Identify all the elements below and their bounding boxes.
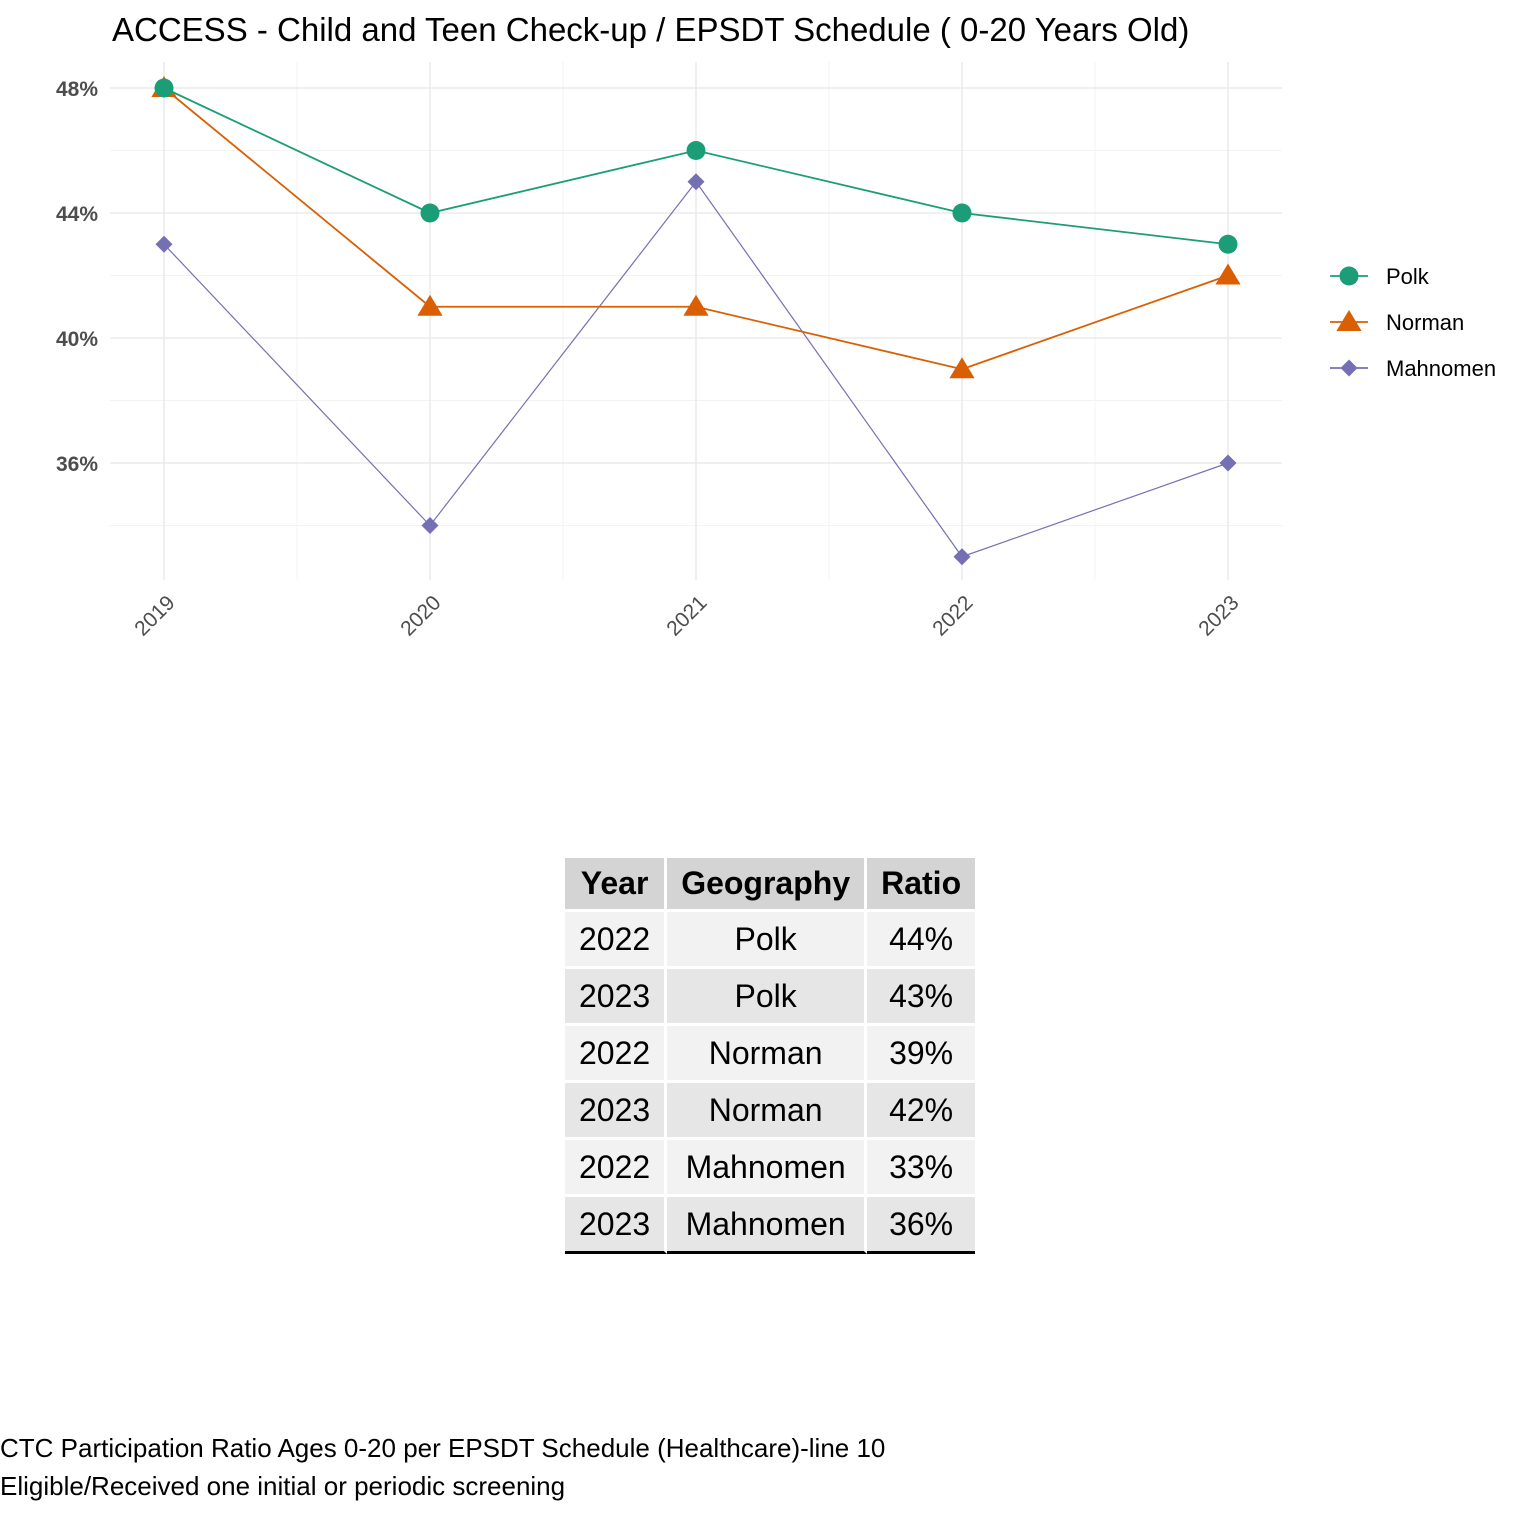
x-tick-label: 2022 xyxy=(928,591,977,640)
table-row: 2023 Norman 42% xyxy=(565,1083,976,1140)
chart-grid xyxy=(110,62,1282,580)
legend-label: Mahnomen xyxy=(1386,356,1496,381)
data-point-polk xyxy=(420,203,440,223)
legend-item-polk: Polk xyxy=(1330,264,1430,289)
cell-ratio: 42% xyxy=(867,1083,976,1140)
cell-geography: Norman xyxy=(667,1026,868,1083)
x-axis: 2019 2020 2021 2022 2023 xyxy=(130,591,1243,640)
table-row: 2023 Mahnomen 36% xyxy=(565,1197,976,1254)
header-ratio: Ratio xyxy=(867,858,976,912)
cell-geography: Mahnomen xyxy=(667,1197,868,1254)
data-point-mahnomen xyxy=(953,548,971,566)
data-point-norman xyxy=(949,357,975,379)
data-point-mahnomen xyxy=(155,235,173,253)
cell-year: 2023 xyxy=(565,969,668,1026)
cell-year: 2022 xyxy=(565,912,668,969)
data-point-norman xyxy=(417,294,443,316)
cell-year: 2022 xyxy=(565,1026,668,1083)
data-table: Year Geography Ratio 2022 Polk 44% 2023 … xyxy=(565,858,976,1254)
header-year: Year xyxy=(565,858,668,912)
cell-geography: Norman xyxy=(667,1083,868,1140)
table-row: 2022 Mahnomen 33% xyxy=(565,1140,976,1197)
series-norman xyxy=(151,76,1241,379)
x-tick-label: 2020 xyxy=(396,591,445,640)
y-axis: 48% 44% 40% 36% xyxy=(56,78,98,476)
x-tick-label: 2021 xyxy=(662,591,711,640)
legend-item-mahnomen: Mahnomen xyxy=(1330,356,1496,381)
y-tick-label: 48% xyxy=(56,78,98,101)
x-tick-label: 2023 xyxy=(1194,591,1243,640)
cell-geography: Polk xyxy=(667,912,868,969)
chart-series xyxy=(151,76,1241,566)
cell-ratio: 43% xyxy=(867,969,976,1026)
cell-ratio: 39% xyxy=(867,1026,976,1083)
data-point-polk xyxy=(154,78,174,98)
table-row: 2022 Polk 44% xyxy=(565,912,976,969)
line-chart: ACCESS - Child and Teen Check-up / EPSDT… xyxy=(56,11,1496,641)
cell-geography: Polk xyxy=(667,969,868,1026)
x-tick-label: 2019 xyxy=(130,591,179,640)
data-point-mahnomen xyxy=(1219,454,1237,472)
legend-label: Norman xyxy=(1386,310,1464,335)
data-point-polk xyxy=(1218,234,1238,254)
table-row: 2022 Norman 39% xyxy=(565,1026,976,1083)
series-polk xyxy=(154,78,1238,254)
triangle-icon xyxy=(1336,310,1362,331)
series-mahnomen xyxy=(155,173,1237,566)
circle-icon xyxy=(1339,266,1359,286)
cell-geography: Mahnomen xyxy=(667,1140,868,1197)
cell-ratio: 36% xyxy=(867,1197,976,1254)
y-tick-label: 44% xyxy=(56,203,98,226)
legend-label: Polk xyxy=(1386,264,1430,289)
data-point-norman xyxy=(683,294,709,316)
cell-ratio: 44% xyxy=(867,912,976,969)
data-point-polk xyxy=(952,203,972,223)
diamond-icon xyxy=(1340,359,1358,377)
data-point-mahnomen xyxy=(687,173,705,191)
legend-item-norman: Norman xyxy=(1330,310,1464,335)
chart-legend: Polk Norman Mahnomen xyxy=(1330,264,1496,381)
caption-line-2: Eligible/Received one initial or periodi… xyxy=(0,1471,566,1501)
header-geography: Geography xyxy=(667,858,868,912)
chart-title: ACCESS - Child and Teen Check-up / EPSDT… xyxy=(112,11,1189,48)
cell-ratio: 33% xyxy=(867,1140,976,1197)
data-point-polk xyxy=(686,141,706,160)
y-tick-label: 40% xyxy=(56,328,98,351)
cell-year: 2023 xyxy=(565,1083,668,1140)
y-tick-label: 36% xyxy=(56,453,98,476)
table-row: 2023 Polk 43% xyxy=(565,969,976,1026)
table-header-row: Year Geography Ratio xyxy=(565,858,976,912)
caption-line-1: CTC Participation Ratio Ages 0-20 per EP… xyxy=(0,1433,886,1463)
cell-year: 2022 xyxy=(565,1140,668,1197)
data-point-mahnomen xyxy=(421,517,439,534)
cell-year: 2023 xyxy=(565,1197,668,1254)
data-point-norman xyxy=(1215,263,1241,285)
